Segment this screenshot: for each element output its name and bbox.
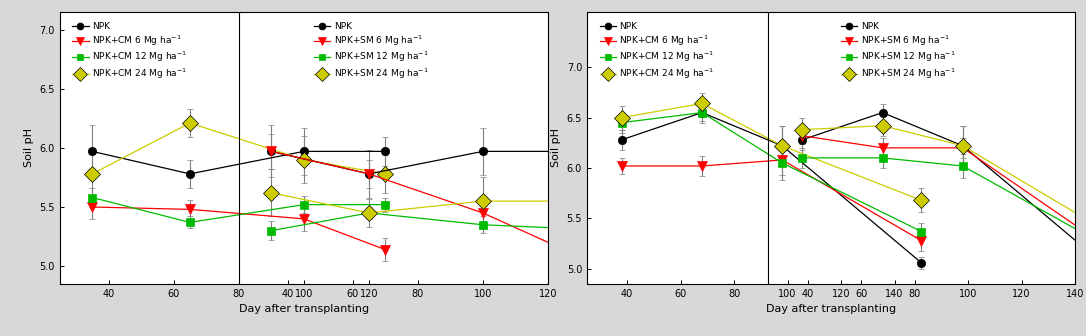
Legend: NPK, NPK+SM 6 Mg ha$^{-1}$, NPK+SM 12 Mg ha$^{-1}$, NPK+SM 24 Mg ha$^{-1}$: NPK, NPK+SM 6 Mg ha$^{-1}$, NPK+SM 12 Mg… (838, 19, 959, 84)
X-axis label: Day after transplanting: Day after transplanting (239, 304, 369, 314)
Y-axis label: Soil pH: Soil pH (551, 128, 561, 167)
Legend: NPK, NPK+SM 6 Mg ha$^{-1}$, NPK+SM 12 Mg ha$^{-1}$, NPK+SM 24 Mg ha$^{-1}$: NPK, NPK+SM 6 Mg ha$^{-1}$, NPK+SM 12 Mg… (311, 19, 431, 84)
X-axis label: Day after transplanting: Day after transplanting (766, 304, 896, 314)
Y-axis label: Soil pH: Soil pH (24, 128, 34, 167)
